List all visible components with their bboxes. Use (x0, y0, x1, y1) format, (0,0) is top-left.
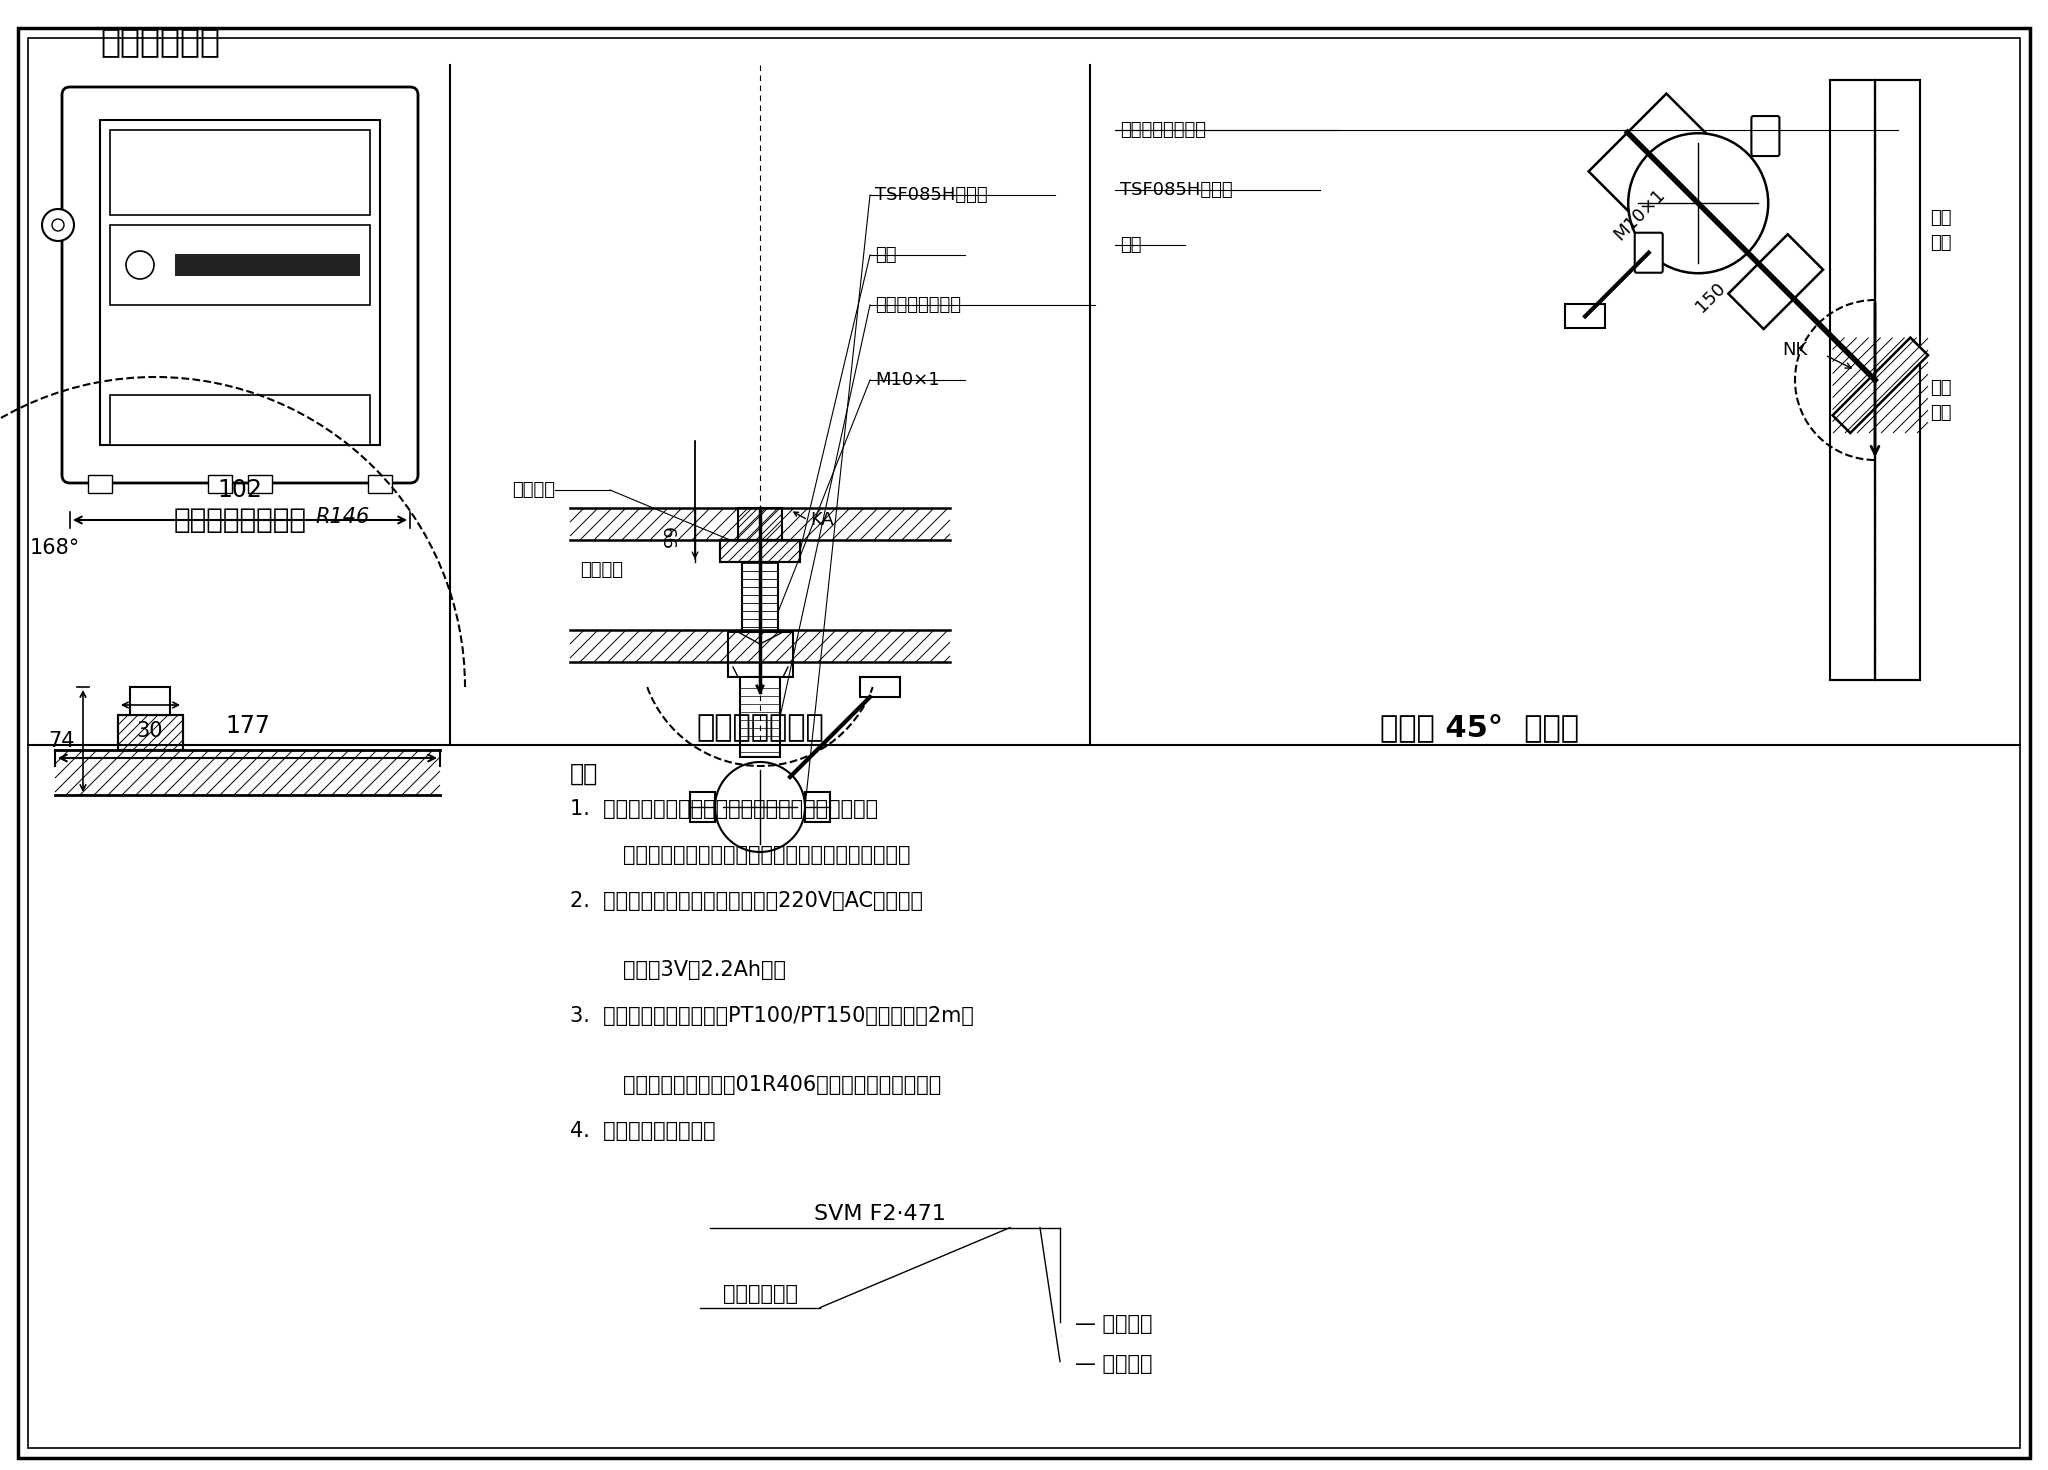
Bar (805, 792, 829, 822)
Text: 垂直
管道: 垂直 管道 (1929, 209, 1952, 251)
Text: 4.  型号（规格）标注：: 4. 型号（规格）标注： (569, 1120, 715, 1141)
Text: 计算器（积分仪）: 计算器（积分仪） (174, 506, 307, 534)
Bar (1876, 79, 1921, 681)
Text: M10×1: M10×1 (1610, 185, 1669, 244)
FancyBboxPatch shape (1634, 232, 1663, 273)
Text: 接头（配套提供）: 接头（配套提供） (874, 295, 961, 315)
Text: — 产品系列: — 产品系列 (1075, 1354, 1153, 1373)
Text: 保温材料: 保温材料 (512, 481, 555, 498)
Text: 垫片: 垫片 (1120, 237, 1141, 254)
Polygon shape (1729, 234, 1823, 329)
Polygon shape (1833, 338, 1927, 434)
Text: 注：: 注： (569, 761, 598, 786)
Text: 99: 99 (664, 523, 682, 547)
Bar (209, 475, 231, 492)
Text: NK: NK (1782, 341, 1808, 359)
Bar (741, 562, 778, 632)
Text: 3.  供回水温度传感器采用PT100/PT150，导线长度2m。: 3. 供回水温度传感器采用PT100/PT150，导线长度2m。 (569, 1005, 975, 1026)
Bar (100, 121, 381, 445)
Text: 168°: 168° (31, 538, 80, 557)
Text: 未尽事宜见国标图集01R406《温度仪表安装图》。: 未尽事宜见国标图集01R406《温度仪表安装图》。 (569, 1075, 942, 1095)
Circle shape (43, 209, 74, 241)
Text: 150: 150 (1692, 279, 1729, 316)
Bar (174, 254, 360, 276)
Bar (737, 509, 782, 539)
Text: 177: 177 (225, 714, 270, 738)
Circle shape (715, 761, 805, 853)
Text: 30: 30 (137, 720, 164, 741)
Text: 2.  计算器不应安装在管沟。电源为220V（AC），备用: 2. 计算器不应安装在管沟。电源为220V（AC），备用 (569, 891, 924, 911)
Circle shape (1628, 134, 1767, 273)
Text: R146: R146 (315, 507, 369, 526)
Text: 102: 102 (217, 478, 262, 501)
Bar (1831, 79, 1876, 681)
Bar (111, 395, 371, 445)
Text: TSF085H温度计: TSF085H温度计 (874, 187, 987, 204)
Text: M10×1: M10×1 (874, 370, 940, 390)
Text: 电池为3V（2.2Ah）。: 电池为3V（2.2Ah）。 (569, 960, 786, 980)
Bar (739, 678, 780, 757)
Text: 水平管道: 水平管道 (580, 562, 623, 579)
Text: 接头（配套提供）: 接头（配套提供） (1120, 121, 1206, 140)
Bar (119, 714, 182, 750)
Text: 制。与前页配合用于热水集中采暖系统的热量计量。: 制。与前页配合用于热水集中采暖系统的热量计量。 (569, 845, 911, 864)
Text: 水流
方向: 水流 方向 (1929, 378, 1952, 422)
FancyBboxPatch shape (1751, 116, 1780, 156)
Bar (690, 792, 715, 822)
Circle shape (51, 219, 63, 231)
Bar (860, 678, 899, 697)
Bar (721, 539, 801, 562)
Bar (727, 632, 793, 678)
Bar (1565, 304, 1606, 328)
Bar (111, 225, 371, 304)
Bar (129, 686, 170, 714)
Bar (119, 714, 182, 750)
Text: 温度计 45°  安装图: 温度计 45° 安装图 (1380, 713, 1579, 742)
Text: 1.  本页根据伦敦弋肠联合有限公司提供的技术资料编: 1. 本页根据伦敦弋肠联合有限公司提供的技术资料编 (569, 798, 879, 819)
FancyBboxPatch shape (61, 87, 418, 484)
Text: 相关技术资料: 相关技术资料 (100, 25, 219, 59)
Bar (569, 509, 950, 662)
Bar (111, 129, 371, 215)
Text: 公司（缩写）: 公司（缩写） (723, 1283, 797, 1304)
Text: 垫片: 垫片 (874, 245, 897, 265)
Circle shape (127, 251, 154, 279)
Bar (721, 539, 801, 562)
Bar (369, 475, 391, 492)
Text: 74: 74 (49, 731, 76, 751)
Text: SVM F2·471: SVM F2·471 (813, 1204, 946, 1223)
Text: KA: KA (811, 512, 834, 529)
Bar (88, 475, 113, 492)
Text: 温度计垂直安装: 温度计垂直安装 (696, 713, 823, 742)
Text: TSF085H温度计: TSF085H温度计 (1120, 181, 1233, 198)
Bar (248, 475, 272, 492)
Text: — 产品编号: — 产品编号 (1075, 1314, 1153, 1333)
Polygon shape (1589, 94, 1716, 220)
